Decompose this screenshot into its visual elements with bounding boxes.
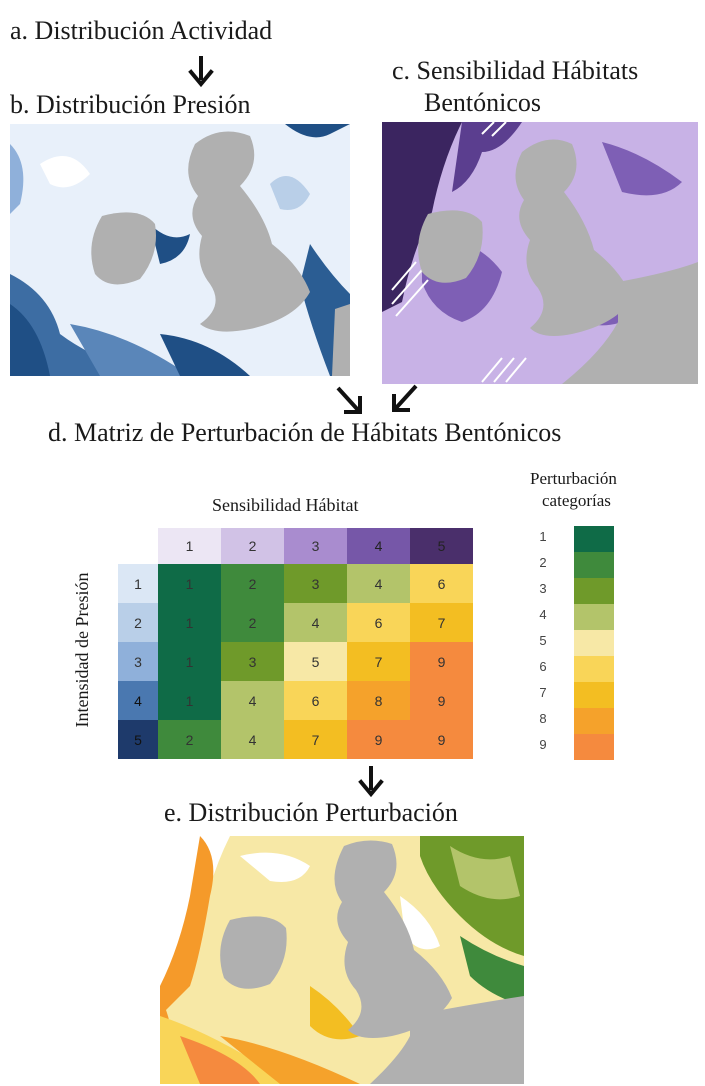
- legend-swatch: [574, 526, 614, 552]
- matrix-row-header: 3: [118, 642, 158, 681]
- matrix-row-title: Intensidad de Presión: [72, 572, 92, 728]
- matrix-row-header: 2: [118, 603, 158, 642]
- matrix-cell: 9: [410, 681, 473, 720]
- matrix-col-header: 1: [158, 528, 221, 564]
- matrix-row-header: 5: [118, 720, 158, 759]
- legend-title-line2: categorías: [542, 491, 611, 510]
- matrix-cell: 8: [347, 681, 410, 720]
- legend-item: 1: [530, 526, 690, 552]
- legend-title-line1: Perturbación: [530, 469, 617, 488]
- matrix-cell: 9: [410, 642, 473, 681]
- legend-item-label: 4: [539, 607, 547, 622]
- label-activity-distribution: a. Distribución Actividad: [10, 16, 273, 45]
- matrix-cell: 3: [221, 642, 284, 681]
- legend-swatch: [574, 682, 614, 708]
- label-pressure-distribution: b. Distribución Presión: [10, 90, 251, 119]
- matrix-cell: 2: [158, 720, 221, 759]
- legend-item: 6: [530, 656, 690, 682]
- legend-swatch: [574, 578, 614, 604]
- matrix-cell: 2: [221, 603, 284, 642]
- legend-swatch: [574, 552, 614, 578]
- legend-swatch: [574, 630, 614, 656]
- pressure-map: [10, 124, 350, 376]
- matrix-cell: 6: [347, 603, 410, 642]
- matrix-cell: 5: [284, 642, 347, 681]
- legend-item-label: 1: [539, 529, 547, 544]
- matrix-col-header: 3: [284, 528, 347, 564]
- matrix-cell: 7: [284, 720, 347, 759]
- habitat-sensitivity-map: [382, 122, 698, 384]
- legend-swatch: [574, 656, 614, 682]
- matrix-cell: 4: [347, 564, 410, 603]
- disturbance-legend: Perturbación categorías 1 2 3 4 5 6 7 8 9: [530, 468, 690, 768]
- legend-item-label: 6: [539, 659, 547, 674]
- matrix-cell: 3: [284, 564, 347, 603]
- down-arrow-icon: [188, 56, 214, 88]
- matrix-column-title: Sensibilidad Hábitat: [212, 495, 359, 515]
- matrix-cell: 1: [158, 603, 221, 642]
- down-arrow-to-result-icon: [358, 766, 384, 798]
- matrix-cell: 1: [158, 681, 221, 720]
- matrix-cell: 1: [158, 564, 221, 603]
- matrix-cell: 2: [221, 564, 284, 603]
- matrix-cell: 4: [221, 720, 284, 759]
- legend-item-label: 8: [539, 711, 547, 726]
- arrow-from-pressure-icon: [336, 386, 362, 414]
- matrix-cell: 4: [284, 603, 347, 642]
- matrix-row-header: 1: [118, 564, 158, 603]
- matrix-cell: 1: [158, 642, 221, 681]
- label-habitat-sensitivity-line1: c. Sensibilidad Hábitats: [392, 56, 639, 85]
- legend-item-label: 5: [539, 633, 547, 648]
- legend-item: 9: [530, 734, 690, 760]
- legend-item-label: 3: [539, 581, 547, 596]
- label-disturbance-distribution: e. Distribución Perturbación: [164, 798, 458, 827]
- arrow-from-sensitivity-icon: [392, 384, 418, 412]
- label-habitat-sensitivity-line2: Bentónicos: [424, 88, 541, 117]
- matrix-cell: 9: [347, 720, 410, 759]
- legend-item: 2: [530, 552, 690, 578]
- matrix-cell: 6: [410, 564, 473, 603]
- matrix-row-header: 4: [118, 681, 158, 720]
- legend-item-label: 7: [539, 685, 547, 700]
- legend-swatch: [574, 708, 614, 734]
- matrix-cell: 6: [284, 681, 347, 720]
- matrix-col-header: 4: [347, 528, 410, 564]
- legend-item-label: 2: [539, 555, 547, 570]
- matrix-col-header: 5: [410, 528, 473, 564]
- legend-item: 7: [530, 682, 690, 708]
- label-disturbance-matrix: d. Matriz de Perturbación de Hábitats Be…: [48, 418, 562, 447]
- matrix-cell: 7: [410, 603, 473, 642]
- legend-swatch: [574, 604, 614, 630]
- legend-item: 3: [530, 578, 690, 604]
- matrix-cell: 7: [347, 642, 410, 681]
- legend-item: 5: [530, 630, 690, 656]
- legend-item-label: 9: [539, 737, 547, 752]
- disturbance-map: [160, 836, 524, 1084]
- matrix-cell: 4: [221, 681, 284, 720]
- legend-swatch: [574, 734, 614, 760]
- legend-item: 8: [530, 708, 690, 734]
- matrix-cell: 9: [410, 720, 473, 759]
- matrix-col-header: 2: [221, 528, 284, 564]
- legend-item: 4: [530, 604, 690, 630]
